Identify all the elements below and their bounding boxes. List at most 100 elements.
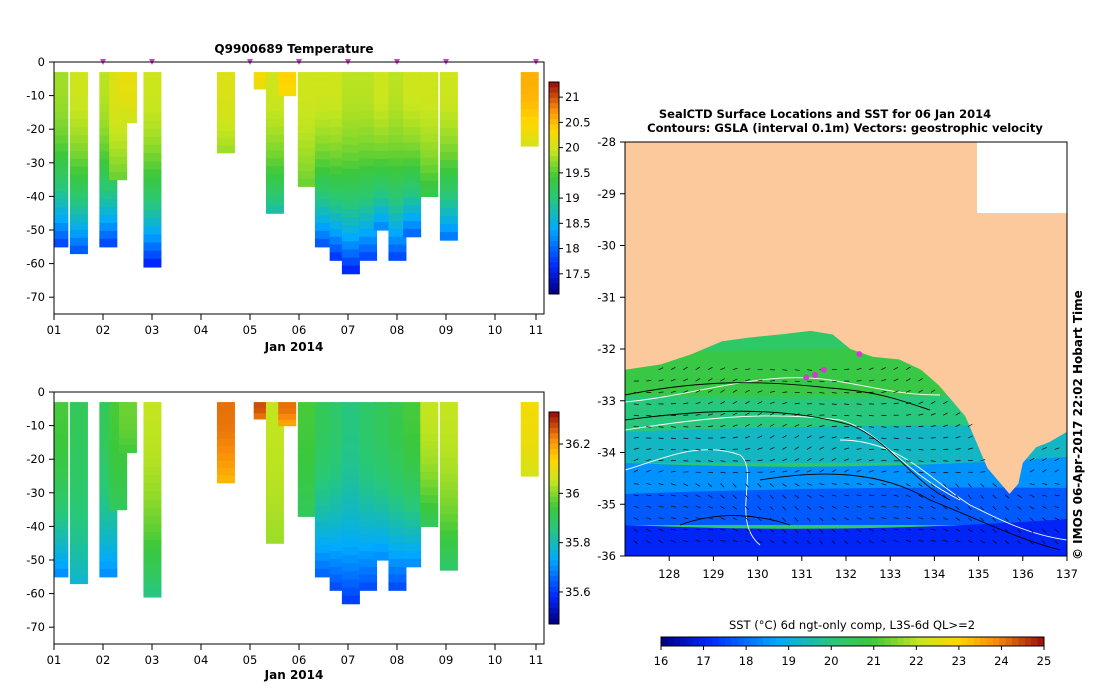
cast-16-cell <box>388 535 407 544</box>
velocity-vector <box>633 494 639 497</box>
cast-13-cell <box>341 466 360 476</box>
cast-1-cell <box>69 72 88 81</box>
cast-14-cell <box>359 134 378 144</box>
cast-1-cell <box>69 237 88 247</box>
cast-13-cell <box>341 88 360 97</box>
colorbar-tick-label: 36 <box>565 486 580 500</box>
cast-2-cell <box>99 497 118 506</box>
sst-colorbar-cell <box>807 637 815 646</box>
cast-4-cell <box>118 445 137 454</box>
cast-0-cell <box>54 238 69 248</box>
cast-19-cell <box>439 482 458 491</box>
colorbar-cell <box>549 135 559 141</box>
velocity-vector <box>967 459 973 462</box>
velocity-vector <box>794 528 799 534</box>
velocity-vector <box>955 483 960 488</box>
colorbar-cell <box>549 278 559 284</box>
colorbar-tick-label: 35.8 <box>565 536 591 550</box>
cast-1-cell <box>69 575 88 585</box>
cast-20-cell <box>520 453 539 462</box>
velocity-vector <box>658 379 664 382</box>
cast-5-cell <box>143 540 162 549</box>
velocity-vector <box>695 494 701 498</box>
cast-12-cell <box>329 174 348 183</box>
velocity-vector <box>943 506 948 510</box>
velocity-vector <box>720 367 726 371</box>
colorbar-cell <box>549 539 559 545</box>
cast-6-cell <box>216 475 235 484</box>
cast-2-cell <box>99 545 118 554</box>
sst-colorbar-cell <box>903 637 911 646</box>
cast-13-cell <box>341 579 360 589</box>
cast-10-cell <box>297 424 316 434</box>
colorbar-cell <box>549 166 559 173</box>
cast-20-cell <box>520 72 539 81</box>
cast-16-cell <box>388 166 407 175</box>
cast-16-cell <box>388 480 407 489</box>
velocity-vector <box>633 517 639 521</box>
cast-19-cell <box>439 434 458 443</box>
cast-17-cell <box>403 511 422 521</box>
velocity-vector <box>695 483 701 487</box>
cast-19-cell <box>439 144 458 153</box>
velocity-vector <box>918 517 924 520</box>
cast-1-cell <box>69 174 88 184</box>
cast-8-cell <box>265 158 284 167</box>
cast-16-cell <box>388 582 407 591</box>
velocity-vector <box>683 366 688 370</box>
velocity-vector <box>980 483 985 488</box>
sst-colorbar-frame <box>660 636 1045 647</box>
velocity-vector <box>856 368 862 371</box>
velocity-vector <box>683 437 689 440</box>
cast-14-cell <box>359 488 378 497</box>
cast-13-cell <box>341 426 360 435</box>
colorbar-cell <box>549 581 559 588</box>
cast-5-cell <box>143 548 162 557</box>
seal-surface-locations <box>803 351 863 381</box>
cast-19-cell <box>439 112 458 121</box>
velocity-vector <box>906 540 912 542</box>
cast-0-cell <box>54 80 69 89</box>
cast-14-cell <box>359 111 378 120</box>
velocity-vector <box>794 446 800 450</box>
cast-19-cell <box>439 184 458 193</box>
y-tick-label: -10 <box>26 89 45 103</box>
cast-0-cell <box>54 545 69 554</box>
colorbar-cell <box>549 129 559 136</box>
cast-19-cell <box>439 426 458 435</box>
cast-19-cell <box>439 562 458 571</box>
velocity-vector <box>955 436 961 439</box>
cast-5-cell <box>143 210 162 219</box>
velocity-vector <box>782 528 787 533</box>
map-panel: SealCTD Surface Locations and SST for 06… <box>597 107 1085 668</box>
cast-5-cell <box>143 442 162 452</box>
cast-17-cell <box>403 126 422 136</box>
velocity-vector <box>633 469 639 473</box>
cast-13-cell <box>341 571 360 581</box>
cast-8-cell <box>265 79 284 89</box>
temperature-colorbar: 21 20.5 20 19.5 19 18.5 18 17.5 <box>548 81 591 295</box>
cast-5-cell <box>143 242 162 252</box>
velocity-vector <box>806 457 812 462</box>
velocity-vector <box>633 458 639 462</box>
cast-2-cell <box>99 441 118 451</box>
cast-2-cell <box>99 103 118 113</box>
cast-0-cell <box>54 207 69 216</box>
cast-16-cell <box>388 464 407 474</box>
cast-0-cell <box>54 230 69 240</box>
cast-6-cell <box>216 108 235 117</box>
cast-2-cell <box>99 95 118 105</box>
cast-1-cell <box>69 417 88 427</box>
colorbar-cell <box>549 230 559 237</box>
velocity-vector <box>720 540 726 542</box>
cast-12-cell <box>329 181 348 191</box>
cast-19-cell <box>439 192 458 201</box>
cast-11-cell <box>314 529 333 538</box>
cast-20-cell <box>520 424 539 433</box>
velocity-vector <box>905 378 911 382</box>
cast-11-cell <box>314 410 333 419</box>
cast-13-cell <box>341 498 360 508</box>
cast-1-cell <box>69 409 88 419</box>
cast-12-cell <box>329 79 348 89</box>
velocity-vector <box>732 389 738 393</box>
